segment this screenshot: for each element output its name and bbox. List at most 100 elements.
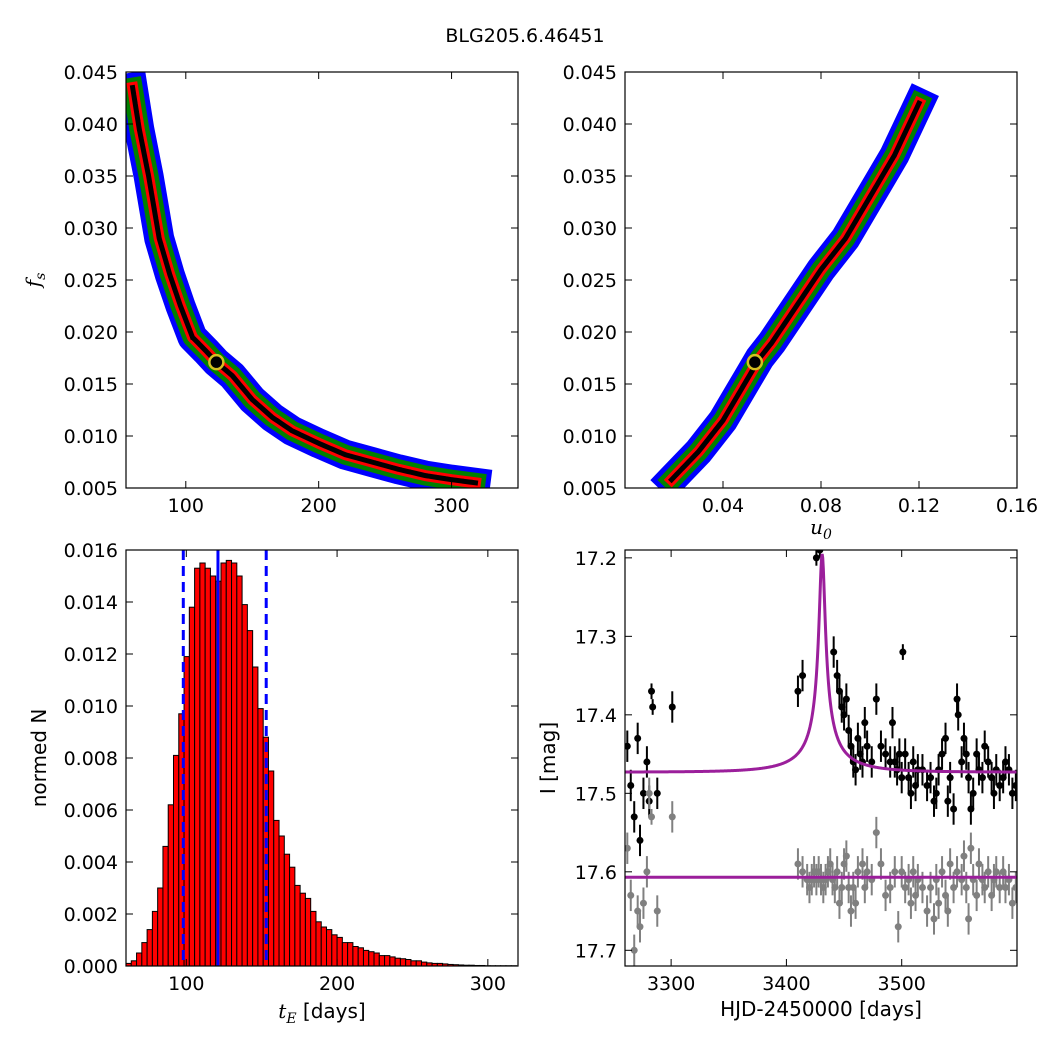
- residual-point: [935, 900, 942, 907]
- residual-point: [669, 813, 676, 820]
- histogram-bar: [321, 927, 326, 966]
- data-point: [649, 703, 656, 710]
- data-point: [902, 751, 909, 758]
- histogram-bar: [242, 605, 247, 966]
- x-tick-label: 200: [319, 973, 355, 995]
- histogram-bar: [131, 961, 136, 966]
- data-point: [924, 782, 931, 789]
- y-tick-label: 0.005: [64, 478, 118, 500]
- residual-point: [965, 915, 972, 922]
- histogram-bar: [390, 957, 395, 966]
- data-point: [985, 758, 992, 765]
- residual-point: [993, 868, 1000, 875]
- histogram-bar: [263, 737, 268, 966]
- y-tick-label: 0.040: [563, 114, 617, 136]
- histogram-bar: [305, 898, 310, 966]
- histogram-bar: [300, 893, 305, 966]
- data-point: [942, 735, 949, 742]
- y-tick-label: 0.012: [64, 644, 118, 666]
- residual-point: [947, 860, 954, 867]
- residual-point: [930, 915, 937, 922]
- data-point: [965, 774, 972, 781]
- residual-point: [1002, 884, 1009, 891]
- data-point: [1012, 782, 1019, 789]
- residual-point: [834, 868, 841, 875]
- data-point: [954, 696, 961, 703]
- y-tick-label: 17.2: [575, 548, 617, 570]
- data-point: [979, 774, 986, 781]
- residual-point: [919, 884, 926, 891]
- residual-point: [898, 868, 905, 875]
- histogram-bar: [200, 563, 205, 966]
- data-point: [963, 751, 970, 758]
- residual-point: [887, 884, 894, 891]
- data-point: [955, 711, 962, 718]
- data-point: [877, 743, 884, 750]
- histogram-bar: [210, 576, 215, 966]
- residual-point: [981, 884, 988, 891]
- histogram-bar: [379, 956, 384, 966]
- histogram-bar: [295, 885, 300, 966]
- histogram-bar: [237, 576, 242, 966]
- data-point: [899, 649, 906, 656]
- y-tick-label: 0.035: [563, 166, 617, 188]
- residual-point: [975, 860, 982, 867]
- y-tick-label: 0.006: [64, 800, 118, 822]
- histogram-bar: [348, 943, 353, 966]
- residual-point: [927, 884, 934, 891]
- histogram-bar: [158, 888, 163, 966]
- data-point: [864, 743, 871, 750]
- residual-point: [910, 868, 917, 875]
- data-point: [933, 790, 940, 797]
- histogram-bar: [284, 854, 289, 966]
- data-point: [648, 688, 655, 695]
- data-point: [873, 696, 880, 703]
- histogram-bar: [147, 930, 152, 966]
- y-tick-label: 0.010: [64, 426, 118, 448]
- histogram-bar: [332, 935, 337, 966]
- y-tick-label: 0.005: [563, 478, 617, 500]
- x-axis-label: HJD-2450000 [days]: [720, 997, 922, 1021]
- residual-point: [891, 868, 898, 875]
- y-tick-label: 0.030: [563, 218, 617, 240]
- y-axis-label: fs: [21, 273, 49, 290]
- data-point: [669, 703, 676, 710]
- data-point: [643, 758, 650, 765]
- residual-point: [847, 908, 854, 915]
- lightcurve-plot: [624, 542, 1020, 966]
- best-fit-marker: [748, 355, 762, 369]
- y-tick-label: 0.010: [64, 696, 118, 718]
- histogram-bar: [385, 956, 390, 966]
- residual-point: [939, 868, 946, 875]
- residual-point: [877, 860, 884, 867]
- model-curve: [625, 554, 1017, 772]
- histogram-bar: [137, 953, 142, 966]
- y-tick-label: 0.016: [64, 540, 118, 562]
- data-point: [813, 554, 820, 561]
- y-tick-label: 0.045: [64, 62, 118, 84]
- data-point: [944, 798, 951, 805]
- y-tick-label: 0.030: [64, 218, 118, 240]
- residual-point: [794, 860, 801, 867]
- residual-point: [1012, 884, 1019, 891]
- residual-point: [636, 923, 643, 930]
- data-point: [970, 790, 977, 797]
- data-point: [958, 758, 965, 765]
- residual-point: [864, 868, 871, 875]
- residual-point: [843, 853, 850, 860]
- y-tick-label: 0.020: [563, 322, 617, 344]
- histogram-bar: [400, 959, 405, 966]
- histogram-bar: [168, 805, 173, 966]
- data-point: [861, 719, 868, 726]
- histogram-bars: [126, 550, 516, 966]
- data-point: [889, 719, 896, 726]
- figure-title: BLG205.6.46451: [445, 25, 604, 47]
- y-tick-label: 17.6: [575, 862, 617, 884]
- data-point: [636, 837, 643, 844]
- data-point: [1002, 758, 1009, 765]
- y-tick-label: 0.010: [563, 426, 617, 448]
- histogram-bar: [173, 755, 178, 966]
